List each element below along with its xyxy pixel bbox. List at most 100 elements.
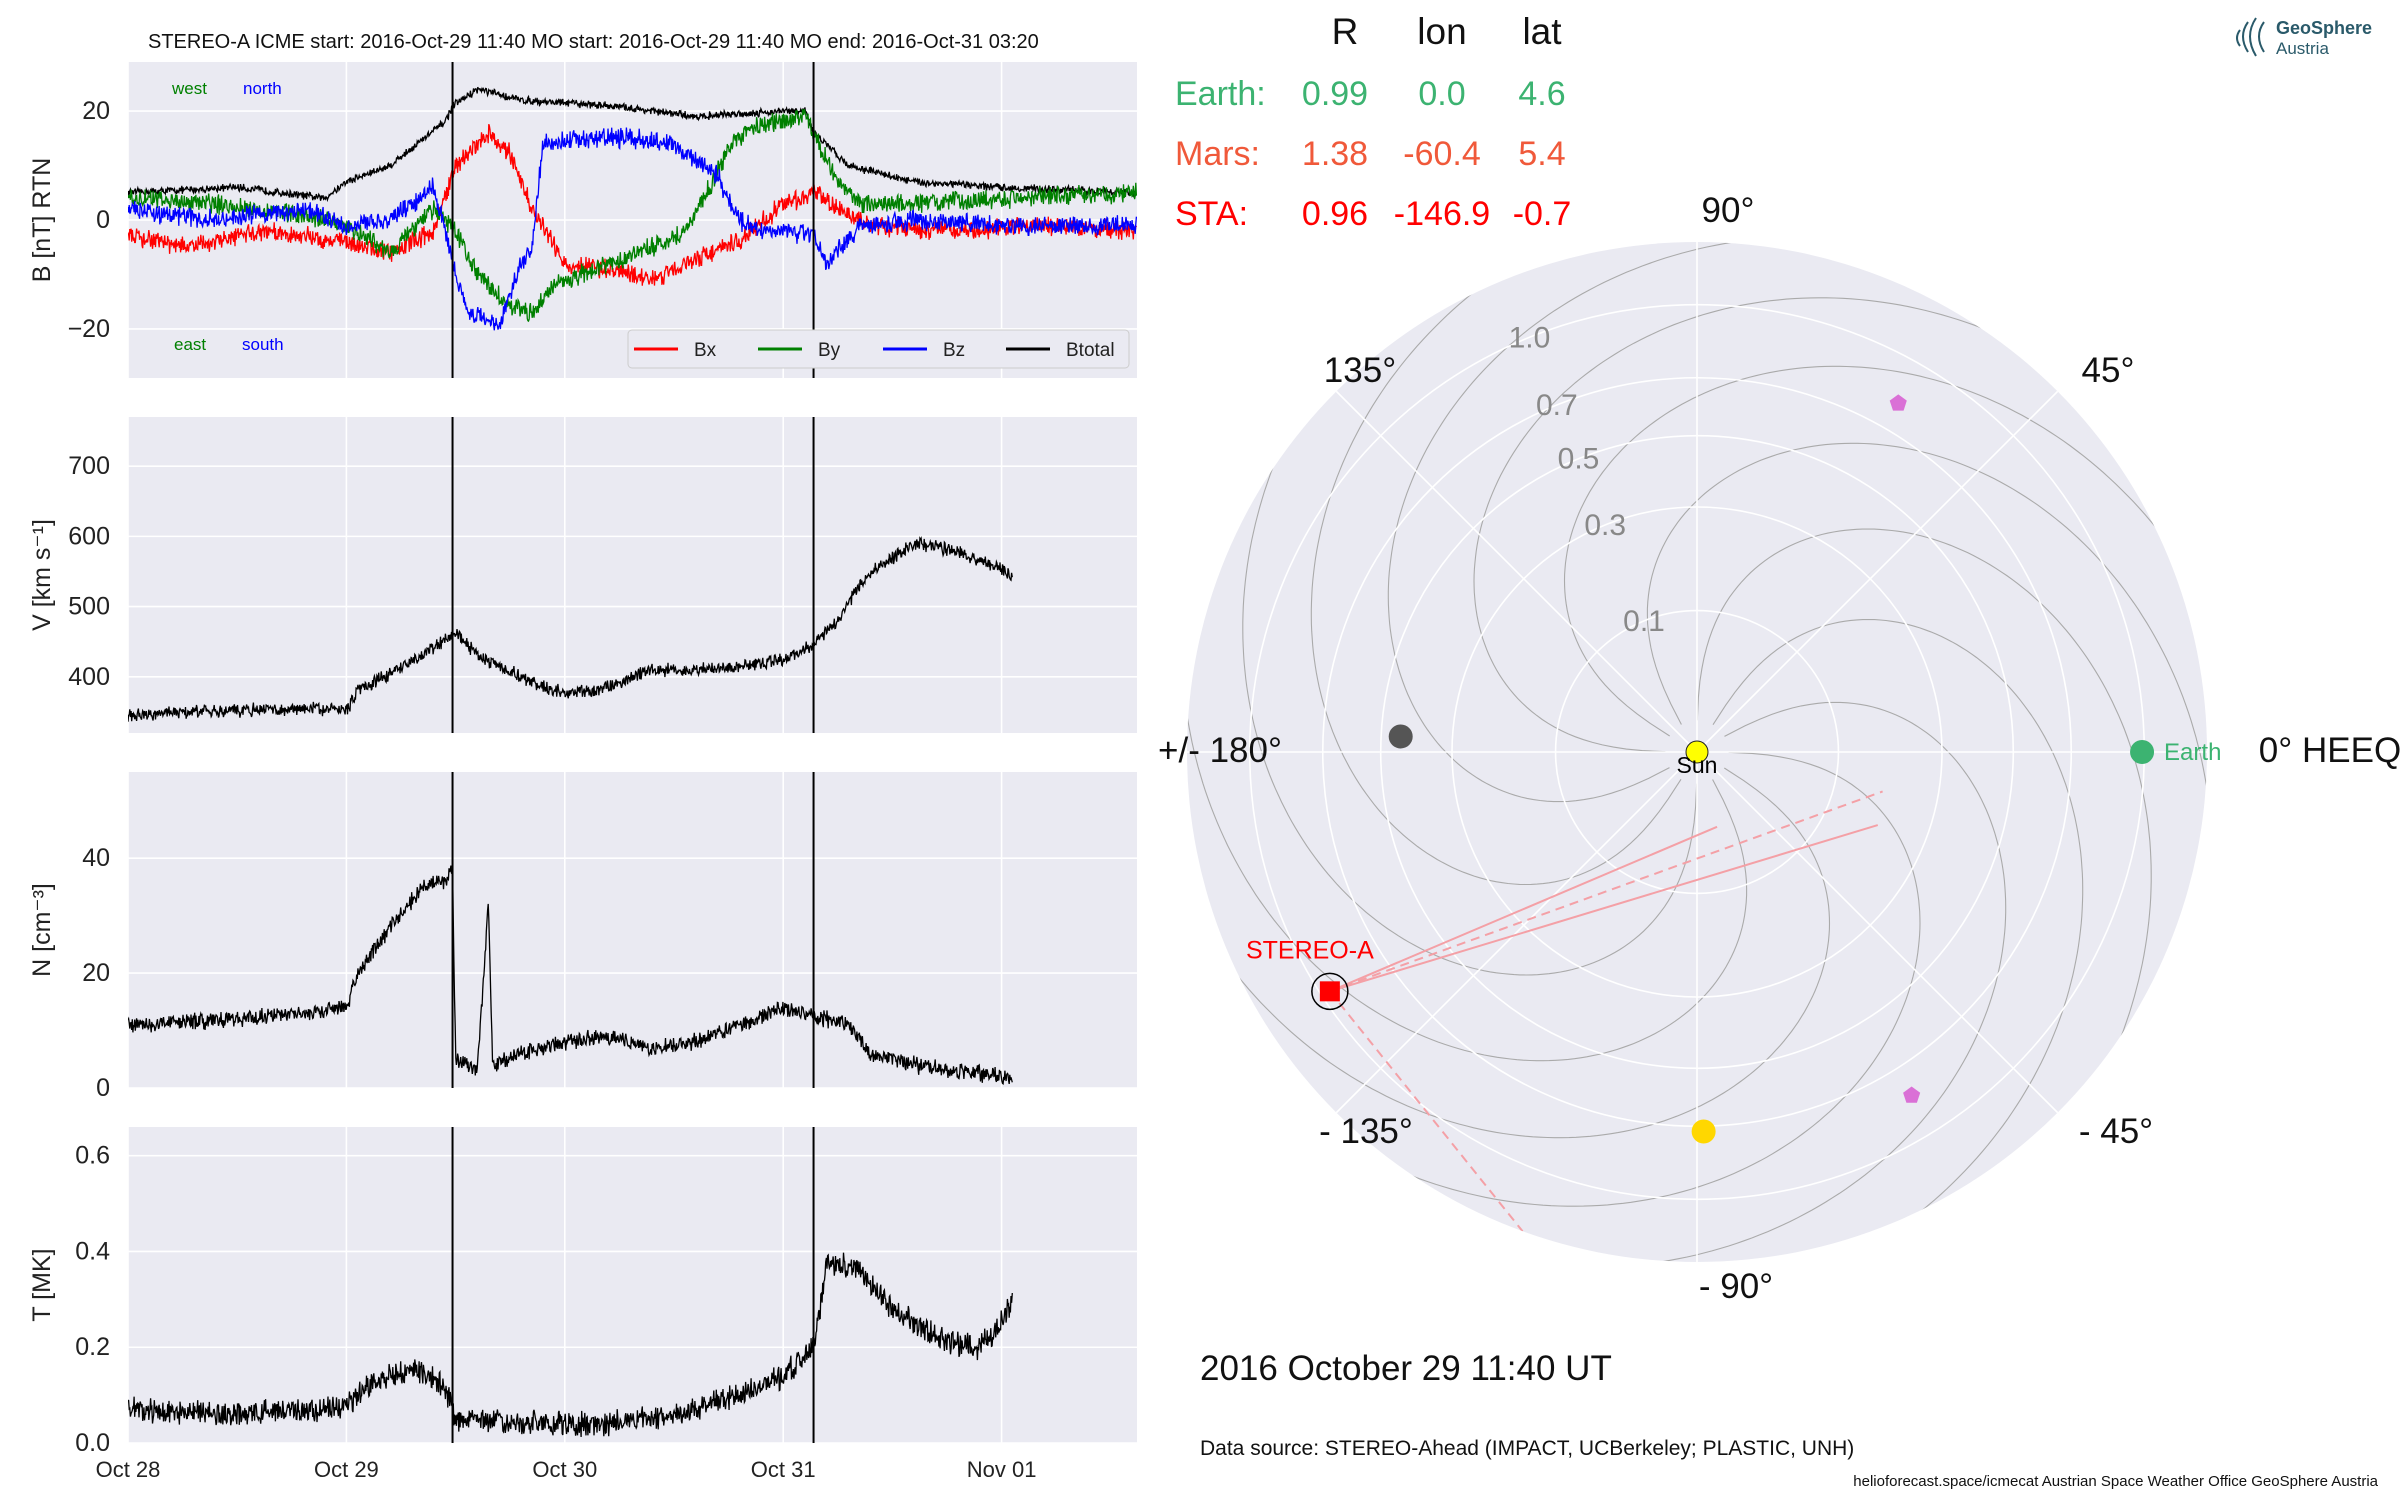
sta-dashed-line	[1329, 790, 1883, 993]
legend-label: Btotal	[1066, 340, 1115, 361]
angle-label: - 45°	[2079, 1112, 2153, 1151]
x-tick-label: Oct 31	[751, 1457, 816, 1482]
y-tick-label: 700	[68, 452, 110, 480]
y-tick-label: 400	[68, 663, 110, 691]
series-line-3	[128, 865, 1013, 1085]
logo-line1: GeoSphere	[2276, 18, 2372, 38]
polar-plot: 0.1 0.3 0.5 0.7 1.0 0° HEEQ 45° 90° 135° +/- 180°…	[1158, 191, 2400, 1306]
spiral-line	[1696, 528, 2152, 1071]
chart-title: STEREO-A ICME start: 2016-Oct-29 11:40 M…	[148, 31, 1039, 53]
date-label: 2016 October 29 11:40 UT	[1200, 1349, 1612, 1388]
angle-label: +/- 180°	[1158, 731, 1282, 770]
x-tick-label: Nov 01	[967, 1457, 1037, 1482]
y-tick-label: 0	[96, 206, 110, 234]
angular-gridline	[1696, 390, 2059, 753]
spiral-line	[1626, 701, 2007, 1262]
panel-background	[128, 417, 1137, 733]
parker-spirals	[1187, 242, 2207, 1262]
legend-label: By	[818, 340, 841, 361]
spiral-line	[1387, 242, 1768, 803]
spiral-line	[1310, 271, 1682, 886]
positions-table: R lon lat Earth: 0.99 0.0 4.6 Mars: 1.38 -60.4…	[1175, 11, 1571, 233]
y-tick-label: 20	[82, 959, 110, 987]
earth-label: Earth	[2164, 739, 2221, 766]
stereo-a-label: STEREO-A	[1246, 936, 1374, 964]
legend-label: Bx	[694, 340, 717, 361]
spiral-line	[1646, 442, 2207, 823]
plot-area	[128, 1252, 1013, 1438]
annotation-west: west	[171, 79, 207, 98]
table-row-r: 1.38	[1302, 135, 1368, 173]
table-row-lat: -0.7	[1513, 195, 1572, 233]
series-by	[128, 109, 1137, 323]
timeseries-panel-4: 0.0 0.2 0.4 0.6 Oct 28 Oct 29 Oct 30 Oct 31 Nov …	[28, 1127, 1137, 1482]
y-axis-label: V [km s⁻¹]	[28, 519, 56, 631]
angle-label: - 90°	[1699, 1267, 1773, 1306]
x-tick-label: Oct 30	[532, 1457, 597, 1482]
logo: GeoSphere Austria	[2236, 17, 2372, 58]
sta-line	[1329, 825, 1718, 993]
y-tick-label: 0.6	[75, 1142, 110, 1170]
y-tick-label: 0.2	[75, 1333, 110, 1361]
table-header-r: R	[1332, 11, 1359, 52]
y-tick-label: 20	[82, 97, 110, 125]
series-bz	[128, 127, 1137, 331]
annotation-north: north	[243, 79, 282, 98]
series-line-2	[128, 535, 1013, 722]
spiral-line	[1473, 297, 2016, 753]
series-bx	[128, 123, 1137, 286]
spiral-line	[1187, 681, 1748, 1062]
y-tick-label: 500	[68, 593, 110, 621]
table-row-label: Earth:	[1175, 75, 1266, 113]
data-source: Data source: STEREO-Ahead (IMPACT, UCBer…	[1200, 1437, 1854, 1460]
series-btotal	[128, 86, 1137, 203]
y-axis-label: T [MK]	[28, 1248, 56, 1321]
spiral-line	[1712, 618, 2084, 1233]
table-row-lon: 0.0	[1418, 75, 1465, 113]
radial-tick-label: 0.1	[1623, 605, 1665, 638]
angle-label: 135°	[1324, 351, 1396, 390]
plot-area	[128, 865, 1013, 1085]
credits: helioforecast.space/icmecat Austrian Spa…	[1853, 1473, 2378, 1490]
logo-line2: Austria	[2276, 39, 2329, 58]
earth-marker	[2130, 740, 2155, 764]
angle-label: - 135°	[1319, 1112, 1413, 1151]
mercury-marker	[1388, 724, 1413, 749]
stereo-a-marker	[1319, 981, 1340, 1002]
y-tick-label: 40	[82, 844, 110, 872]
sta-line	[1329, 824, 1879, 993]
table-row-lat: 5.4	[1518, 135, 1565, 173]
y-tick-label: 0.4	[75, 1237, 110, 1265]
angular-gridline	[1696, 751, 2059, 1114]
plot-area	[128, 86, 1137, 331]
venus-marker	[1691, 1119, 1716, 1144]
radial-tick-label: 0.3	[1584, 509, 1626, 542]
table-row-label: STA:	[1175, 195, 1248, 233]
angle-label: 0° HEEQ	[2259, 731, 2400, 770]
timeseries-panel-2: 400 500 600 700 V [km s⁻¹]	[28, 417, 1137, 733]
table-row-r: 0.99	[1302, 75, 1368, 113]
spiral-line	[1216, 767, 1831, 1139]
radial-tick-label: 0.7	[1536, 389, 1578, 422]
radial-tick-label: 1.0	[1509, 321, 1551, 354]
table-row-label: Mars:	[1175, 135, 1260, 173]
legend: Bx By Bz Btotal	[627, 329, 1130, 369]
radial-tick-label: 0.5	[1558, 443, 1600, 476]
table-row-lon: -60.4	[1403, 135, 1481, 173]
plot-area	[128, 535, 1013, 722]
spiral-line	[1378, 751, 1921, 1207]
y-axis-label: N [cm⁻³]	[28, 883, 56, 977]
spiral-line	[1563, 365, 2178, 737]
sta-view-lines	[1329, 790, 1883, 1232]
table-header-lat: lat	[1522, 11, 1562, 52]
y-tick-label: 0	[96, 1074, 110, 1102]
y-tick-label: −20	[68, 315, 110, 343]
table-row-r: 0.96	[1302, 195, 1368, 233]
legend-label: Bz	[943, 340, 965, 361]
table-row-lat: 4.6	[1518, 75, 1565, 113]
legend-box	[627, 329, 1130, 369]
annotation-south: south	[242, 335, 284, 354]
angular-gridline	[1335, 751, 1698, 1114]
timeseries-panel-1: −20 0 20 B [nT] RTN west north east south Bx By Bz…	[28, 62, 1137, 378]
